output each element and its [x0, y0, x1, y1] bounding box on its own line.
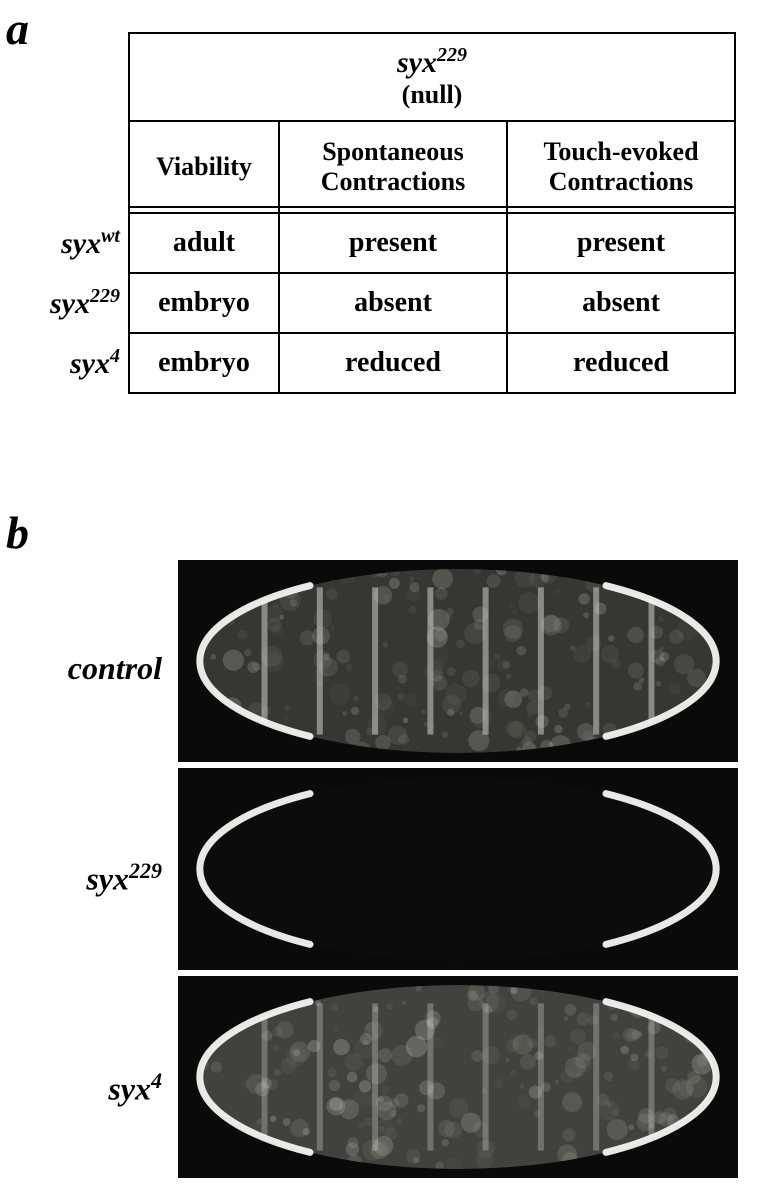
cell-touch: absent [507, 273, 735, 333]
table-row: embryo absent absent [129, 273, 735, 333]
b-label-syx4: syx4 [108, 1070, 162, 1105]
cell-touch: reduced [507, 333, 735, 393]
cell-spontaneous: present [279, 213, 507, 273]
col-header-spontaneous: SpontaneousContractions [279, 121, 507, 213]
cell-spontaneous: absent [279, 273, 507, 333]
row-label-2: syx4 [70, 346, 120, 379]
embryo-image-stack [178, 560, 738, 1184]
embryo-image-syx229 [178, 768, 738, 970]
col-header-touch: Touch-evokedContractions [507, 121, 735, 213]
row-label-0: syxwt [61, 226, 120, 259]
cell-viability: adult [129, 213, 279, 273]
b-label-control: control [68, 652, 162, 684]
panel-a-table: syx229 (null) Viability SpontaneousContr… [128, 32, 734, 394]
row-label-1: syx229 [50, 286, 120, 319]
cell-viability: embryo [129, 273, 279, 333]
embryo-image-syx4 [178, 976, 738, 1178]
panel-b-label: b [6, 510, 29, 556]
col-header-viability: Viability [129, 121, 279, 213]
table-row: embryo reduced reduced [129, 333, 735, 393]
cell-touch: present [507, 213, 735, 273]
phenotype-table: syx229 (null) Viability SpontaneousContr… [128, 32, 736, 394]
table-row: adult present present [129, 213, 735, 273]
table-header-top: syx229 (null) [129, 33, 735, 121]
b-label-syx229: syx229 [86, 860, 162, 895]
cell-viability: embryo [129, 333, 279, 393]
cell-spontaneous: reduced [279, 333, 507, 393]
panel-a-label: a [6, 6, 29, 52]
embryo-image-control [178, 560, 738, 762]
